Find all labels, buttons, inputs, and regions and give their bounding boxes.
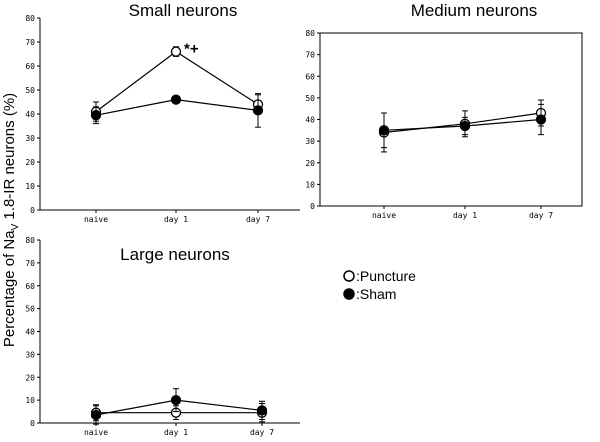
y-tick-label: 80 [305, 29, 315, 38]
panel-large-neurons: 0 10 20 30 40 50 60 70 80 naive day 1 day 7 Large ne… [25, 236, 300, 437]
y-tick-label: 40 [25, 328, 35, 337]
data-point-filled [459, 120, 471, 132]
filled-circle-marker [343, 288, 355, 300]
y-tick-label: 20 [305, 159, 315, 168]
data-point-filled [90, 110, 102, 121]
x-tick-label: naive [84, 215, 108, 224]
data-point-filled [170, 94, 182, 105]
y-tick-label: 40 [305, 116, 315, 125]
y-tick-label: 30 [305, 137, 315, 146]
y-tick-label: 60 [25, 62, 35, 71]
panel-medium-neurons: 0 10 20 30 40 50 60 70 80 naive day 1 day 7 Medium n… [305, 1, 583, 220]
data-point-filled [170, 394, 182, 406]
y-tick-label: 30 [25, 134, 35, 143]
x-tick-label: day 7 [250, 428, 274, 437]
data-point-open [170, 46, 182, 57]
y-tick-label: 70 [25, 38, 35, 47]
series-sham [90, 93, 264, 128]
x-tick-label: day 1 [164, 215, 188, 224]
series-puncture [90, 403, 268, 423]
y-tick-label: 0 [310, 202, 315, 211]
y-tick-label: 50 [25, 305, 35, 314]
panels: 0 10 20 30 40 50 60 70 80 naive day 1 day 7 Small ne… [25, 1, 583, 437]
y-tick-label: 80 [25, 14, 35, 23]
data-point-filled [256, 405, 268, 416]
y-tick-label: 50 [305, 94, 315, 103]
y-tick-label: 20 [25, 373, 35, 382]
panel-title: Large neurons [120, 245, 230, 264]
y-tick-label: 20 [25, 158, 35, 167]
data-point-filled [252, 105, 264, 116]
y-tick-label: 40 [25, 110, 35, 119]
series-puncture [90, 46, 264, 122]
y-axis-label-main: Percentage of Na [1, 230, 18, 347]
y-axis-label-rest: 1.8-IR neurons (%) [1, 93, 18, 224]
legend: :Puncture :Sham [343, 268, 416, 302]
y-tick-label: 30 [25, 350, 35, 359]
y-tick-label: 10 [25, 182, 35, 191]
data-point-filled [378, 125, 390, 136]
x-tick-label: day 7 [529, 211, 553, 220]
legend-label-sham: :Sham [356, 286, 396, 302]
y-axis-label-subscript: V [10, 223, 21, 230]
y-tick-label: 10 [305, 180, 315, 189]
x-tick-label: day 1 [164, 428, 188, 437]
significance-annotation: *+ [184, 41, 199, 58]
y-tick-label: 70 [305, 51, 315, 60]
x-tick-label: naive [84, 428, 108, 437]
y-tick-label: 60 [25, 282, 35, 291]
panel-title: Medium neurons [411, 1, 538, 20]
data-point-filled [535, 114, 547, 125]
open-circle-marker [343, 270, 355, 282]
y-tick-label: 80 [25, 236, 35, 245]
legend-label-puncture: :Puncture [356, 268, 416, 284]
legend-item-sham: :Sham [343, 286, 396, 302]
y-tick-label: 60 [305, 72, 315, 81]
panel-small-neurons: 0 10 20 30 40 50 60 70 80 naive day 1 day 7 Small ne… [25, 1, 300, 224]
y-tick-label: 0 [30, 419, 35, 428]
x-tick-label: naive [372, 211, 396, 220]
legend-item-puncture: :Puncture [343, 268, 416, 284]
data-point-filled [90, 409, 102, 421]
x-tick-label: day 1 [453, 211, 477, 220]
y-tick-label: 10 [25, 396, 35, 405]
y-tick-label: 50 [25, 86, 35, 95]
x-tick-label: day 7 [246, 215, 270, 224]
panel-title: Small neurons [129, 1, 238, 20]
y-tick-label: 70 [25, 259, 35, 268]
y-axis-label: Percentage of NaV 1.8-IR neurons (%) [1, 93, 21, 347]
series-sham [378, 103, 547, 149]
y-tick-label: 0 [30, 206, 35, 215]
series-sham [90, 388, 268, 425]
